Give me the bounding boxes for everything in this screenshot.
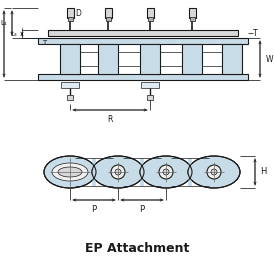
Text: H: H (260, 168, 266, 176)
Ellipse shape (58, 167, 82, 177)
Bar (48, 30, 238, 36)
Text: T: T (253, 28, 258, 38)
Text: T: T (42, 40, 46, 46)
Circle shape (211, 169, 217, 175)
Ellipse shape (188, 156, 240, 188)
Bar (188, 158, 192, 186)
Circle shape (111, 165, 125, 179)
Bar (140, 158, 144, 186)
Ellipse shape (52, 163, 88, 181)
Ellipse shape (140, 156, 192, 188)
Bar (106, 17, 111, 21)
Bar (182, 44, 202, 74)
Bar (222, 44, 242, 74)
Bar (38, 74, 248, 80)
Bar (104, 8, 111, 18)
Bar (92, 158, 96, 186)
Bar (147, 8, 153, 18)
Text: EP Attachment: EP Attachment (85, 241, 189, 255)
Circle shape (163, 169, 169, 175)
Bar (189, 17, 194, 21)
Text: L₃: L₃ (10, 31, 17, 37)
Bar (67, 95, 73, 100)
Circle shape (207, 165, 221, 179)
Bar (67, 17, 73, 21)
Bar (141, 82, 159, 88)
Bar (147, 17, 153, 21)
Bar (98, 44, 118, 74)
Text: W: W (266, 54, 274, 63)
Text: P: P (139, 205, 145, 214)
Bar (60, 44, 80, 74)
Ellipse shape (44, 156, 96, 188)
Circle shape (115, 169, 121, 175)
Text: D: D (75, 9, 81, 18)
Bar (140, 44, 160, 74)
Ellipse shape (92, 156, 144, 188)
Bar (38, 38, 248, 44)
Bar (188, 8, 196, 18)
Text: P: P (91, 205, 97, 214)
Text: L₄: L₄ (0, 20, 7, 26)
Text: R: R (107, 115, 113, 124)
Bar (67, 8, 73, 18)
Bar (147, 95, 153, 100)
Bar (61, 82, 79, 88)
Circle shape (159, 165, 173, 179)
